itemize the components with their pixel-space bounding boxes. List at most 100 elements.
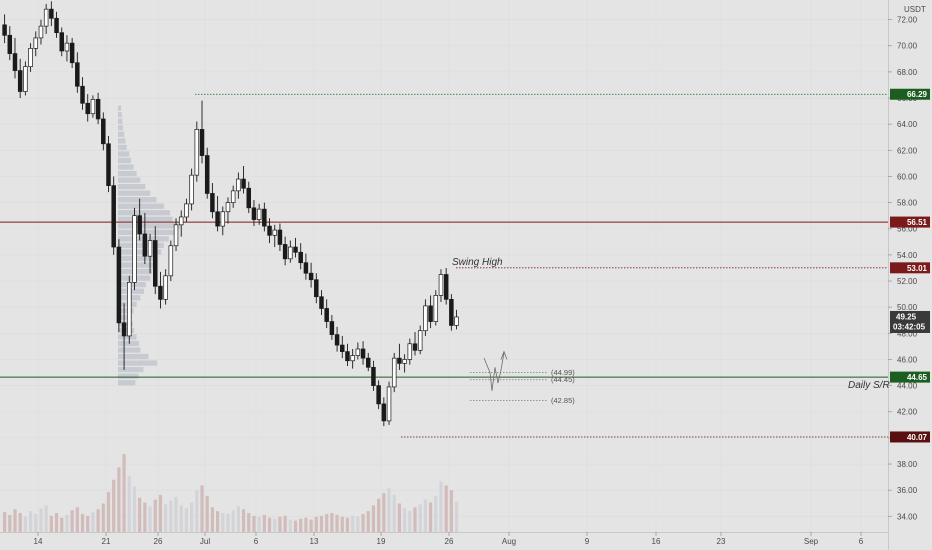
volume-profile-bin-37: [118, 138, 126, 144]
volume-bar-71: [371, 505, 376, 532]
volume-profile-bin-29: [118, 190, 151, 196]
volume-bar-53: [278, 516, 282, 532]
candle-body-31: [163, 275, 168, 300]
volume-bar-16: [86, 515, 90, 532]
volume-bar-64: [335, 514, 339, 532]
price-tick-label-18: 36.00: [897, 486, 918, 495]
volume-bar-28: [148, 506, 152, 532]
time-tick-label-4: 6: [254, 537, 259, 546]
volume-bar-49: [257, 516, 261, 532]
volume-bar-43: [226, 513, 230, 532]
volume-bar-0: [2, 512, 7, 532]
candle-body-24: [127, 281, 132, 337]
candle-body-15: [80, 85, 85, 104]
proj-1-label: (44.99): [551, 368, 575, 377]
time-tick-label-0: 14: [34, 537, 43, 546]
volume-bar-24: [127, 475, 131, 532]
candle-body-80: [417, 330, 423, 351]
volume-bar-77: [403, 508, 407, 532]
grid: [0, 0, 888, 532]
volume-profile-bin-28: [118, 197, 157, 203]
volume-bar-69: [361, 513, 365, 532]
volume-bar-36: [190, 502, 194, 532]
candle-body-50: [262, 208, 267, 227]
volume-bar-18: [96, 509, 100, 532]
candle-body-8: [43, 8, 49, 27]
candle-body-58: [303, 262, 309, 274]
volume-bar-46: [241, 509, 246, 532]
volume-bar-37: [195, 490, 199, 532]
volume-profile-bin-32: [118, 170, 137, 177]
price-tick-label-5: 62.00: [897, 146, 918, 155]
volume-profile-bin-23: [118, 229, 176, 236]
candle-body-73: [381, 403, 387, 422]
candle-body-75: [391, 357, 397, 388]
time-tick-label-7: 26: [445, 537, 454, 546]
candle-body-2: [12, 53, 18, 71]
price-tick-label-4: 64.00: [897, 120, 918, 129]
volume-profile-bin-21: [118, 242, 164, 249]
volume-bar-80: [418, 504, 422, 532]
volume-profile-bin-40: [118, 118, 123, 124]
countdown-label: 03:42:05: [893, 322, 926, 331]
candle-body-53: [277, 229, 283, 245]
candle-body-9: [49, 8, 54, 19]
candle-body-13: [69, 42, 75, 64]
candle-body-45: [236, 178, 241, 192]
candlesticks[interactable]: [2, 1, 459, 427]
candle-body-64: [334, 334, 340, 346]
proj-3-label: (42.85): [551, 396, 575, 405]
price-tick-label-19: 34.00: [897, 512, 918, 521]
volume-bar-12: [65, 514, 69, 532]
volume-profile-bin-20: [118, 249, 162, 255]
volume-bar-82: [428, 502, 433, 532]
time-tick-label-6: 19: [377, 537, 386, 546]
candle-body-33: [173, 224, 179, 247]
volume-profile-bin-30: [118, 183, 146, 190]
volume-bar-41: [215, 511, 220, 532]
candle-body-22: [116, 246, 122, 324]
candle-body-55: [288, 246, 293, 260]
volume-bar-72: [377, 498, 381, 532]
volume-bar-58: [304, 517, 308, 532]
volume-bar-74: [387, 488, 391, 532]
volume-bar-83: [434, 495, 438, 532]
candle-body-76: [397, 357, 402, 364]
time-axis[interactable]: 14 21 26 Jul 6 13 19 26 Aug 9 16 23 Sep 6: [34, 532, 864, 546]
candle-body-81: [423, 305, 428, 332]
volume-bar-62: [325, 513, 329, 532]
projection-drawing: (44.99)(44.45) (42.85): [470, 350, 575, 405]
volume-bar-26: [138, 497, 142, 532]
time-tick-label-8: Aug: [502, 537, 516, 546]
candle-body-43: [225, 202, 231, 213]
volume-bar-21: [112, 479, 116, 532]
candle-body-19: [101, 118, 106, 145]
volume-bar-48: [252, 515, 256, 532]
candle-body-29: [153, 240, 158, 287]
candle-body-61: [319, 296, 324, 309]
volume-bar-35: [184, 508, 189, 532]
volume-bar-59: [309, 519, 313, 532]
time-tick-label-9: 9: [585, 537, 590, 546]
level-44-badge-label: 44.65: [907, 373, 928, 382]
volume-profile-bin-39: [118, 125, 123, 131]
candle-body-4: [23, 66, 28, 92]
candle-body-3: [17, 70, 23, 92]
price-tick-label-9: 54.00: [897, 251, 918, 260]
candle-body-65: [340, 344, 345, 352]
candle-body-40: [210, 193, 215, 213]
volume-bar-29: [153, 499, 157, 532]
projection-arrowhead: [500, 350, 508, 360]
annotations: Swing High Daily S/R: [452, 257, 890, 391]
volume-profile-bin-3: [118, 360, 158, 366]
candle-body-69: [360, 348, 366, 359]
price-tick-label-14: 44.00: [897, 382, 918, 391]
volume-bar-6: [34, 513, 38, 532]
level-56-badge-label: 56.51: [907, 218, 928, 227]
volume-bar-23: [122, 454, 126, 532]
volume-profile-bin-35: [118, 151, 130, 157]
price-tick-label-6: 60.00: [897, 172, 918, 181]
candle-body-27: [142, 233, 148, 257]
candle-body-84: [438, 274, 444, 296]
